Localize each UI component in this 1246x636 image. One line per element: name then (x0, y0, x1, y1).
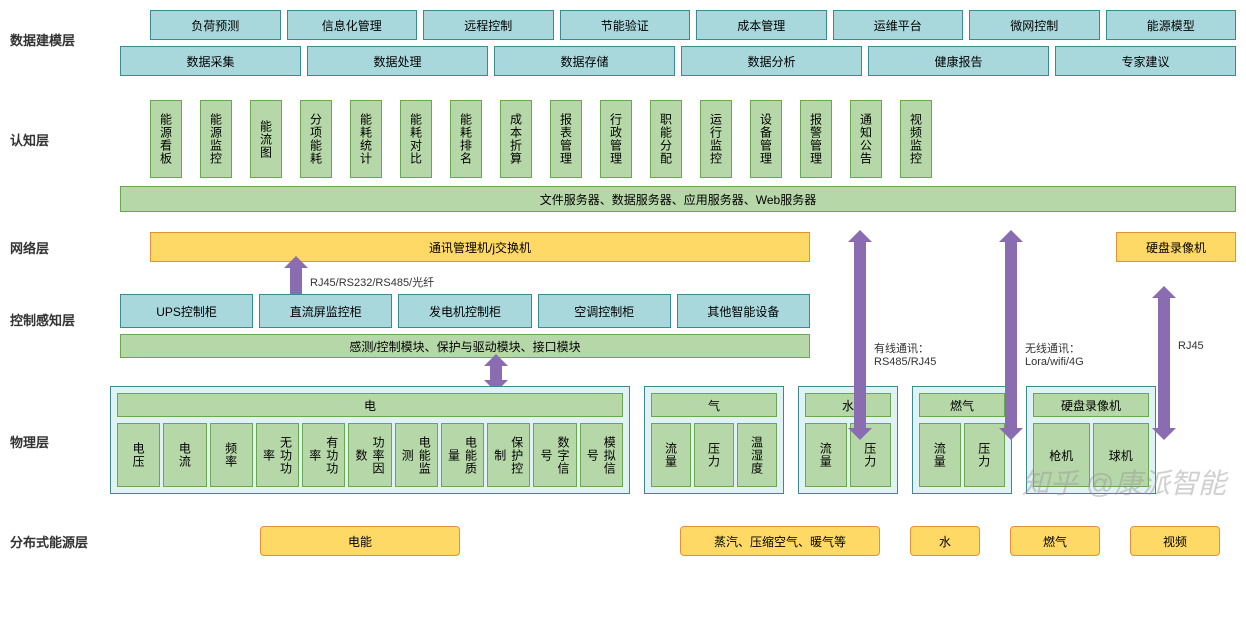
dist-0: 电能 (260, 526, 460, 556)
arrow-wireless-l2: Lora/wifi/4G (1025, 356, 1084, 368)
arrow-wireless (1005, 240, 1017, 430)
cog-0: 能源看板 (150, 100, 182, 178)
model-r1-2: 远程控制 (423, 10, 554, 40)
layer-network: 网络层 通讯管理机/j交换机 硬盘录像机 (10, 232, 1236, 262)
sense-4: 其他智能设备 (677, 294, 810, 328)
cog-5: 能耗对比 (400, 100, 432, 178)
cog-13: 报警管理 (800, 100, 832, 178)
cog-11: 运行监控 (700, 100, 732, 178)
arrow-rj45 (1158, 296, 1170, 430)
model-r1-1: 信息化管理 (287, 10, 418, 40)
arrow-wired-l1: 有线通讯： (874, 340, 929, 356)
model-r1-3: 节能验证 (560, 10, 691, 40)
elec-0: 电压 (117, 423, 160, 487)
network-dvr: 硬盘录像机 (1116, 232, 1236, 262)
arrow-wired-l2: RS485/RJ45 (874, 356, 936, 368)
comm-manager: 通讯管理机/j交换机 (150, 232, 810, 262)
elec-6: 电能监测 (395, 423, 438, 487)
arrow-rj45-label: RJ45 (1178, 340, 1204, 352)
cog-1: 能源监控 (200, 100, 232, 178)
layer-cognition: 认知层 能源看板 能源监控 能流图 分项能耗 能耗统计 能耗对比 能耗排名 成本… (10, 100, 1236, 212)
model-r1-6: 微网控制 (969, 10, 1100, 40)
arrow-rj45-fiber (290, 266, 302, 296)
model-r2-3: 数据分析 (681, 46, 862, 76)
model-r1-7: 能源模型 (1106, 10, 1237, 40)
video-0: 枪机 (1033, 423, 1090, 487)
cog-14: 通知公告 (850, 100, 882, 178)
arrow-rj45-fiber-label: RJ45/RS232/RS485/光纤 (310, 274, 434, 290)
model-row1: 负荷预测 信息化管理 远程控制 节能验证 成本管理 运维平台 微网控制 能源模型 (150, 10, 1236, 40)
phys-water-title: 水 (805, 393, 891, 417)
fuel-0: 流量 (919, 423, 961, 487)
layer-dist: 分布式能源层 电能 蒸汽、压缩空气、暖气等 水 燃气 视频 (10, 526, 1236, 556)
layer-cognition-label: 认知层 (10, 100, 110, 149)
model-r2-5: 专家建议 (1055, 46, 1236, 76)
model-r1-5: 运维平台 (833, 10, 964, 40)
phys-elec-title: 电 (117, 393, 623, 417)
model-row2: 数据采集 数据处理 数据存储 数据分析 健康报告 专家建议 (120, 46, 1236, 76)
cog-12: 设备管理 (750, 100, 782, 178)
arrow-sense-physical (490, 364, 502, 382)
model-r2-1: 数据处理 (307, 46, 488, 76)
cog-15: 视频监控 (900, 100, 932, 178)
sense-bar: 感测/控制模块、保护与驱动模块、接口模块 (120, 334, 810, 358)
elec-9: 数字信号 (533, 423, 576, 487)
elec-4: 有功功率 (302, 423, 345, 487)
gas-1: 压力 (694, 423, 734, 487)
gas-0: 流量 (651, 423, 691, 487)
gas-2: 温湿度 (737, 423, 777, 487)
water-0: 流量 (805, 423, 847, 487)
layer-network-label: 网络层 (10, 232, 110, 257)
phys-video-title: 硬盘录像机 (1033, 393, 1149, 417)
sense-row: UPS控制柜 直流屏监控柜 发电机控制柜 空调控制柜 其他智能设备 (120, 294, 810, 328)
dist-3: 燃气 (1010, 526, 1100, 556)
phys-water: 水 流量 压力 (798, 386, 898, 494)
elec-10: 模拟信号 (580, 423, 623, 487)
model-r1-4: 成本管理 (696, 10, 827, 40)
elec-3: 无功功率 (256, 423, 299, 487)
cog-9: 行政管理 (600, 100, 632, 178)
phys-gas-title: 气 (651, 393, 777, 417)
cog-10: 职能分配 (650, 100, 682, 178)
dist-1: 蒸汽、压缩空气、暖气等 (680, 526, 880, 556)
cog-6: 能耗排名 (450, 100, 482, 178)
elec-1: 电流 (163, 423, 206, 487)
layer-physical: 物理层 电 电压 电流 频率 无功功率 有功功率 功率因数 电能监测 电能质量 … (10, 386, 1236, 494)
sense-2: 发电机控制柜 (398, 294, 531, 328)
servers-bar: 文件服务器、数据服务器、应用服务器、Web服务器 (120, 186, 1236, 212)
cognition-row: 能源看板 能源监控 能流图 分项能耗 能耗统计 能耗对比 能耗排名 成本折算 报… (150, 100, 1236, 178)
sense-1: 直流屏监控柜 (259, 294, 392, 328)
layer-model: 数据建模层 负荷预测 信息化管理 远程控制 节能验证 成本管理 运维平台 微网控… (10, 10, 1236, 76)
model-r2-0: 数据采集 (120, 46, 301, 76)
phys-fuel: 燃气 流量 压力 (912, 386, 1012, 494)
model-r1-0: 负荷预测 (150, 10, 281, 40)
model-r2-2: 数据存储 (494, 46, 675, 76)
layer-physical-label: 物理层 (10, 386, 110, 451)
cog-7: 成本折算 (500, 100, 532, 178)
phys-gas: 气 流量 压力 温湿度 (644, 386, 784, 494)
phys-fuel-title: 燃气 (919, 393, 1005, 417)
sense-0: UPS控制柜 (120, 294, 253, 328)
elec-7: 电能质量 (441, 423, 484, 487)
arrow-wired (854, 240, 866, 430)
cog-2: 能流图 (250, 100, 282, 178)
layer-dist-label: 分布式能源层 (10, 526, 110, 551)
elec-8: 保护控制 (487, 423, 530, 487)
dist-4: 视频 (1130, 526, 1220, 556)
sense-3: 空调控制柜 (538, 294, 671, 328)
cog-8: 报表管理 (550, 100, 582, 178)
model-r2-4: 健康报告 (868, 46, 1049, 76)
cog-4: 能耗统计 (350, 100, 382, 178)
elec-2: 频率 (210, 423, 253, 487)
dist-2: 水 (910, 526, 980, 556)
layer-model-label: 数据建模层 (10, 10, 110, 49)
video-1: 球机 (1093, 423, 1150, 487)
phys-elec: 电 电压 电流 频率 无功功率 有功功率 功率因数 电能监测 电能质量 保护控制… (110, 386, 630, 494)
arrow-wireless-l1: 无线通讯： (1025, 340, 1080, 356)
cog-3: 分项能耗 (300, 100, 332, 178)
elec-5: 功率因数 (348, 423, 391, 487)
phys-video: 硬盘录像机 枪机 球机 (1026, 386, 1156, 494)
